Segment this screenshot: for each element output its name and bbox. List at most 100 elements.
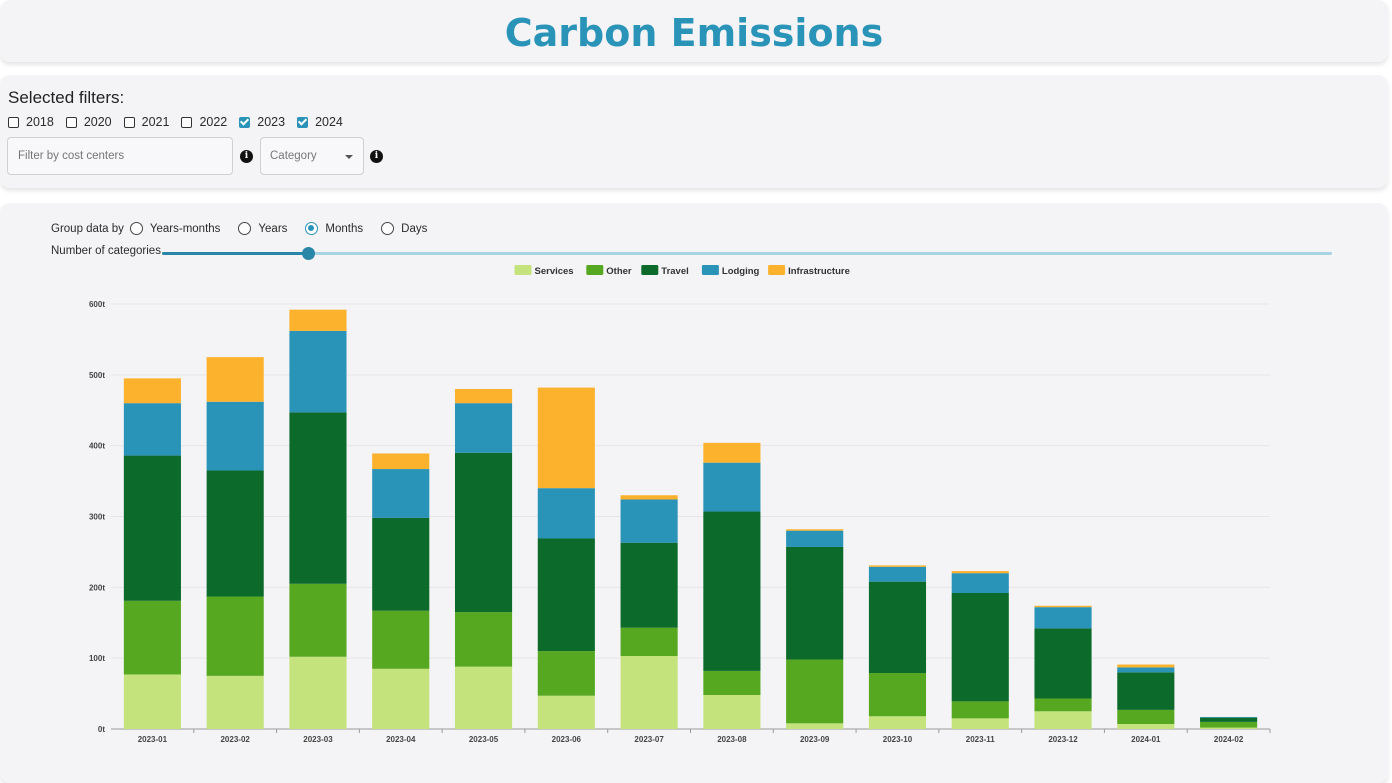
x-tick-label: 2023-03 [303,735,333,744]
x-tick-label: 2024-01 [1131,735,1161,744]
year-checkbox-2018[interactable]: 2018 [8,115,54,129]
year-label: 2022 [199,115,228,129]
bar-segment [1117,724,1175,729]
bar-segment [786,529,844,531]
y-tick-label: 0t [98,725,105,734]
group-by-option-years[interactable]: Years [232,222,287,235]
bar-segment [123,455,181,601]
bar-segment [703,511,761,671]
legend-label: Lodging [722,266,760,277]
bar-segment [1034,628,1092,699]
radio-button[interactable] [381,222,395,235]
radio-button[interactable] [238,222,252,235]
year-filter-group: 2018 2020 2021 2022 2023 2024 [8,115,355,129]
legend-label: Travel [661,266,688,277]
year-checkbox-2021[interactable]: 2021 [123,115,170,129]
category-select[interactable]: Category [260,137,364,175]
year-label: 2020 [83,115,112,129]
x-tick-label: 2023-06 [552,735,582,744]
y-tick-label: 400t [89,442,105,451]
bar-segment [1200,717,1258,722]
year-checkbox-2023[interactable]: 2023 [239,115,285,129]
bar-segment [868,565,927,567]
bar-segment [537,651,595,696]
group-by-option-months[interactable]: Months [299,222,363,235]
bar-segment [372,610,430,669]
x-tick-label: 2023-01 [138,735,168,744]
legend-swatch [641,265,659,275]
bar-segment [206,357,264,402]
bar-segment [206,470,264,597]
group-by-option-years-months[interactable]: Years-months [124,222,220,235]
year-label: 2021 [141,115,170,129]
checkbox-box[interactable] [239,116,251,128]
group-by-control: Group data by Years-months Years Months Day… [51,222,439,235]
year-label: 2023 [257,115,286,129]
year-checkbox-2024[interactable]: 2024 [297,115,343,129]
bar-segment [537,695,595,729]
bar-segment [620,542,678,628]
bar-segment [703,695,761,729]
bar-segment [206,596,264,676]
info-icon[interactable]: i [240,150,253,163]
radio-button[interactable] [305,222,319,235]
chart-panel: Group data by Years-months Years Months Day… [0,203,1388,783]
bar-segment [868,566,927,582]
bar-segment [703,442,761,463]
checkbox-box[interactable] [123,116,135,128]
bar-segment [123,600,181,675]
bar-segment [620,495,678,500]
bar-segment [206,675,264,729]
bar-segment [620,656,678,729]
bar-segment [289,330,347,413]
x-tick-label: 2023-09 [800,735,830,744]
radio-label: Months [325,222,364,235]
cost-center-input[interactable] [7,137,233,175]
x-tick-label: 2023-05 [469,735,499,744]
y-tick-label: 500t [89,371,105,380]
bar-segment [1200,721,1258,728]
bar-segment [951,571,1009,574]
bar-segment [289,583,347,657]
x-tick-label: 2023-04 [386,735,416,744]
bar-segment [372,469,430,518]
bar-segment [454,452,513,613]
x-tick-label: 2023-12 [1048,735,1078,744]
bar-segment [786,530,844,547]
y-tick-label: 200t [89,583,105,592]
slider-thumb[interactable] [302,247,316,260]
bar-segment [868,673,927,717]
checkbox-box[interactable] [8,116,19,128]
emissions-chart: 0t 100t 200t 300t 400t 500t 600t 2023-01 2023-02… [89,265,1271,744]
bar-segment [123,403,181,456]
categories-slider-label: Number of categories [51,245,161,257]
bar-segment [1034,605,1092,608]
x-tick-label: 2023-02 [220,735,250,744]
bar-segment [537,387,595,489]
bar-segment [786,659,844,724]
bar-segment [620,627,678,657]
filters-title: Selected filters: [8,88,125,107]
year-checkbox-2020[interactable]: 2020 [65,115,112,129]
group-by-option-days[interactable]: Days [375,222,427,235]
legend-swatch [701,265,719,275]
checkbox-box[interactable] [297,116,309,128]
bar-segment [1200,716,1258,718]
checkbox-box[interactable] [65,116,77,128]
bar-segment [951,593,1009,702]
legend-label: Other [606,266,632,277]
bar-segment [289,412,347,584]
checkbox-box[interactable] [181,116,193,128]
bar-segment [703,670,761,695]
chevron-down-icon [345,155,353,159]
bar-segment [1200,727,1258,729]
categories-slider[interactable] [162,247,1332,260]
info-icon[interactable]: i [370,150,383,163]
category-select-label: Category [270,150,317,162]
year-checkbox-2022[interactable]: 2022 [181,115,227,129]
legend-swatch [768,265,786,275]
radio-button[interactable] [129,222,143,235]
legend-label: Services [535,266,574,277]
bar-segment [289,309,347,331]
bar-segment [1117,672,1175,710]
